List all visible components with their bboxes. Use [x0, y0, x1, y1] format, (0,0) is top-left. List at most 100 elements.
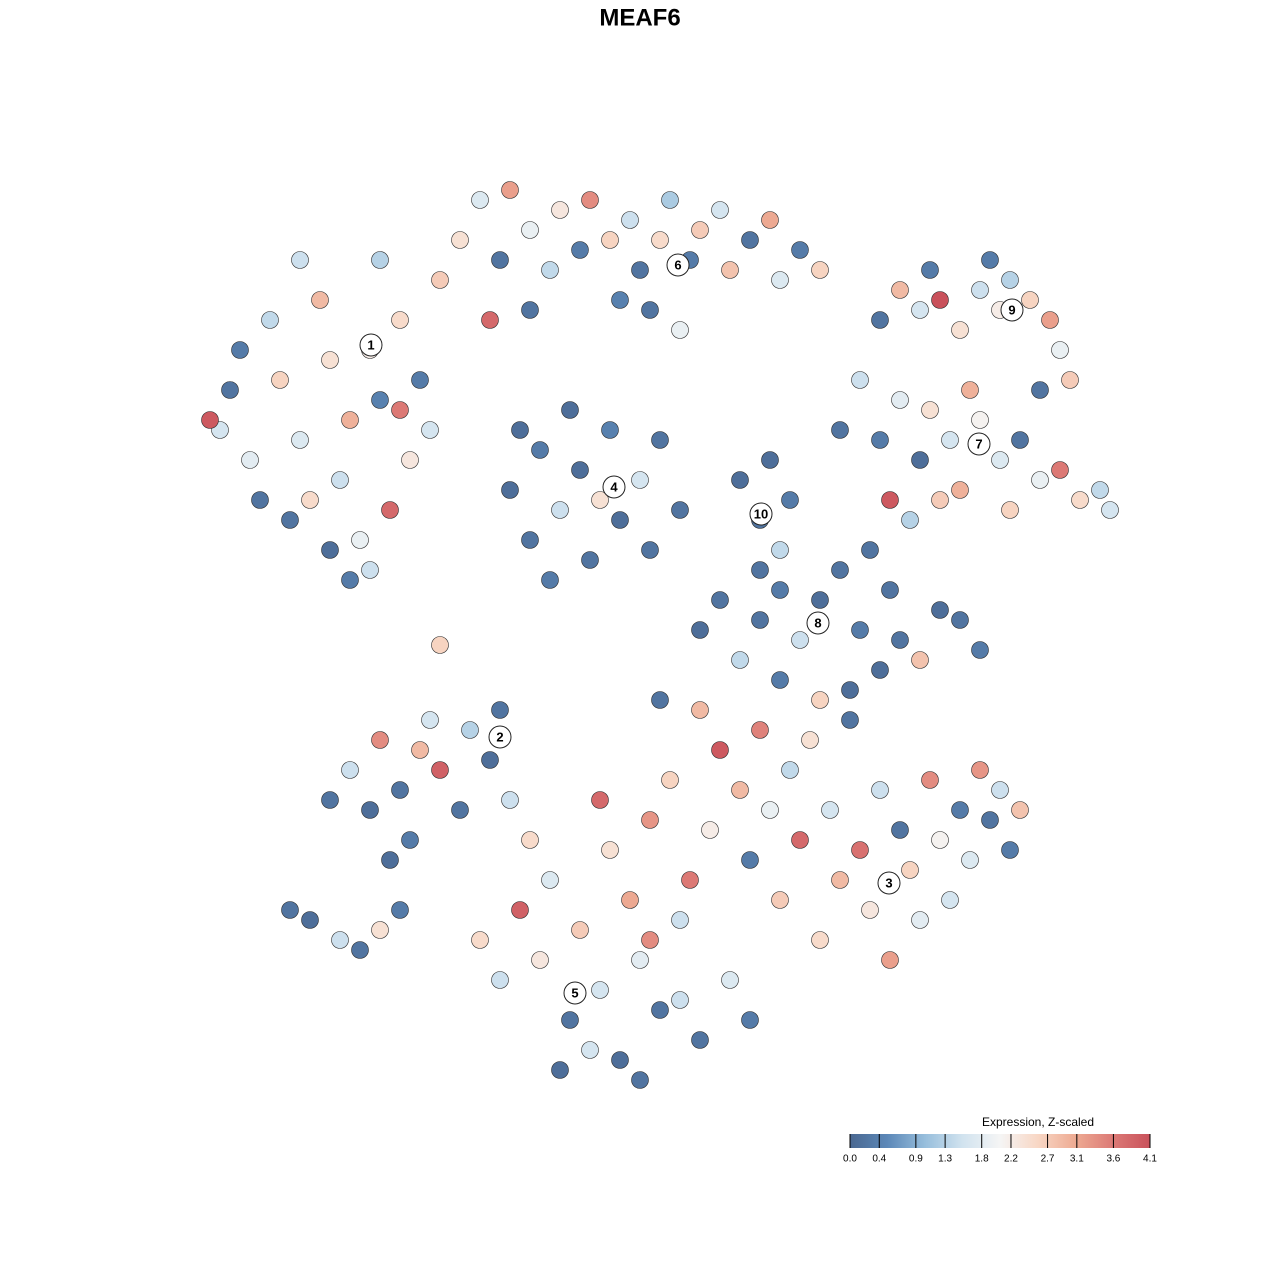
point [761, 451, 779, 469]
point [351, 941, 369, 959]
point [971, 411, 989, 429]
point [591, 981, 609, 999]
colorbar: Expression, Z-scaled 0.0 0.4 0.9 1.3 1.8 2.2 2… [843, 1115, 1157, 1164]
point [971, 641, 989, 659]
point [841, 681, 859, 699]
point [231, 341, 249, 359]
point [771, 581, 789, 599]
point [951, 611, 969, 629]
point [581, 551, 599, 569]
point [491, 251, 509, 269]
point [931, 831, 949, 849]
point [731, 471, 749, 489]
point [391, 311, 409, 329]
point [661, 771, 679, 789]
point [491, 701, 509, 719]
point [1021, 291, 1039, 309]
point [661, 191, 679, 209]
point [451, 801, 469, 819]
point [501, 181, 519, 199]
point [281, 511, 299, 529]
point [741, 1011, 759, 1029]
point [631, 261, 649, 279]
point [291, 251, 309, 269]
point [341, 761, 359, 779]
point [291, 431, 309, 449]
point [1071, 491, 1089, 509]
point [921, 401, 939, 419]
point [761, 801, 779, 819]
point [911, 301, 929, 319]
point [421, 711, 439, 729]
point [481, 751, 499, 769]
point [371, 731, 389, 749]
point [571, 461, 589, 479]
cluster-labels: 1 2 3 4 5 6 7 8 9 10 [359, 253, 1024, 1005]
point [641, 301, 659, 319]
colorbar-tick-label: 1.8 [975, 1154, 989, 1165]
point [521, 221, 539, 239]
cluster-marker [1000, 298, 1024, 322]
point [541, 871, 559, 889]
point [771, 541, 789, 559]
point [831, 421, 849, 439]
point [991, 781, 1009, 799]
point [771, 671, 789, 689]
point [241, 451, 259, 469]
colorbar-tick-label: 1.3 [938, 1154, 952, 1165]
point [391, 401, 409, 419]
cluster-marker [749, 502, 773, 526]
point [411, 741, 429, 759]
point [911, 911, 929, 929]
point [601, 231, 619, 249]
point [261, 311, 279, 329]
point [801, 731, 819, 749]
point [221, 381, 239, 399]
point [1061, 371, 1079, 389]
point [361, 561, 379, 579]
point [691, 621, 709, 639]
point [1011, 431, 1029, 449]
point [551, 501, 569, 519]
point [921, 261, 939, 279]
colorbar-tick-label: 0.0 [843, 1154, 857, 1165]
cluster-label: 10 [754, 506, 768, 521]
point [811, 261, 829, 279]
point [611, 1051, 629, 1069]
point [581, 191, 599, 209]
cluster-label: 9 [1008, 302, 1015, 317]
point [911, 651, 929, 669]
point [981, 811, 999, 829]
cluster-label: 6 [674, 257, 681, 272]
point [711, 201, 729, 219]
point [501, 481, 519, 499]
point [601, 421, 619, 439]
point [871, 431, 889, 449]
cluster-label: 3 [885, 875, 892, 890]
point [871, 661, 889, 679]
point [691, 221, 709, 239]
point [831, 561, 849, 579]
point [821, 801, 839, 819]
point [781, 761, 799, 779]
point [761, 211, 779, 229]
point [971, 761, 989, 779]
point [731, 781, 749, 799]
point [721, 971, 739, 989]
colorbar-tick-label: 0.4 [872, 1154, 886, 1165]
point [891, 281, 909, 299]
point [1011, 801, 1029, 819]
point [631, 951, 649, 969]
point [831, 871, 849, 889]
chart-title: MEAF6 [599, 4, 680, 31]
point [851, 371, 869, 389]
cluster-marker [666, 253, 690, 277]
point [961, 381, 979, 399]
point [1051, 461, 1069, 479]
point [471, 931, 489, 949]
point [391, 781, 409, 799]
point [531, 441, 549, 459]
point [371, 921, 389, 939]
point [381, 851, 399, 869]
point [771, 891, 789, 909]
